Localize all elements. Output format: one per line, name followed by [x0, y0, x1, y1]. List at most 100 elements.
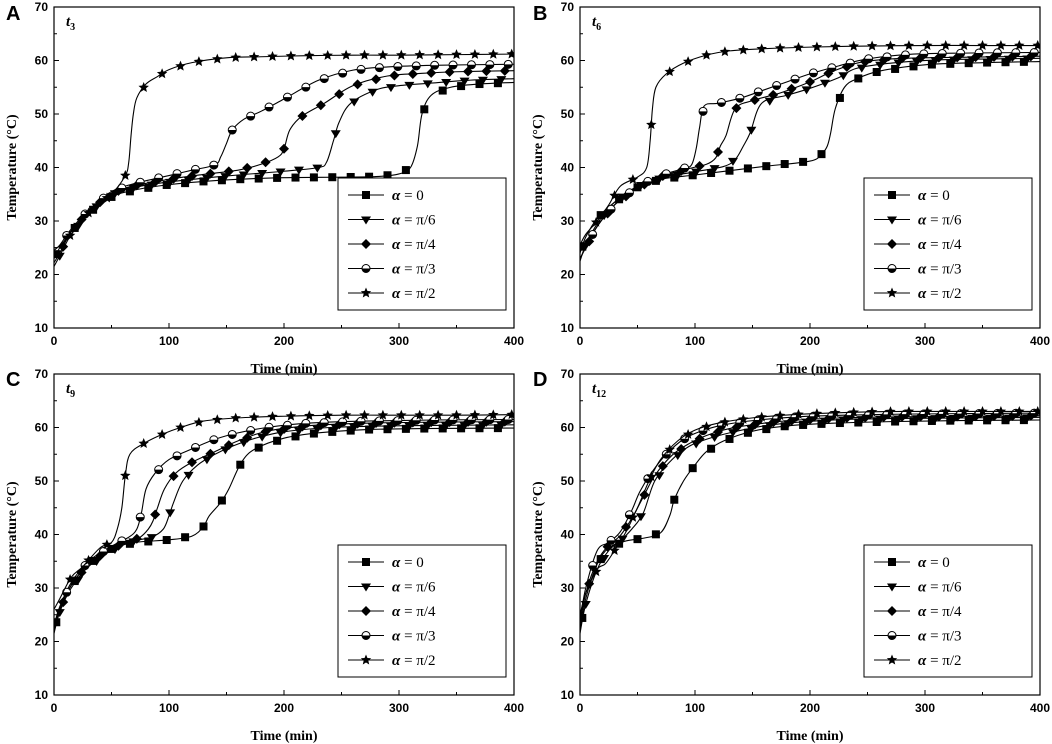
- panel-c-series-4-marker: [451, 409, 462, 420]
- panel-b-series-0-marker: [580, 242, 587, 251]
- panel-a-series-2-marker: [242, 162, 253, 173]
- panel-b-series-1-marker: [709, 165, 720, 174]
- panel-b-legend-marker-fill: [888, 268, 896, 273]
- panel-a-series-3-marker-fill: [209, 165, 218, 170]
- panel-a-legend-alpha: α: [392, 237, 401, 253]
- panel-d-ytick-label: 60: [561, 421, 575, 435]
- panel-b-series-3-marker: [808, 68, 818, 78]
- panel-c-series-0-marker: [291, 432, 300, 441]
- panel-c-series-4-marker: [64, 573, 76, 584]
- panel-a-legend: α = 0α = π/6α = π/4α = π/3α = π/2: [337, 177, 507, 311]
- panel-d-legend-alpha: α: [918, 555, 927, 571]
- panel-a-series-2-marker: [260, 157, 271, 168]
- panel-b-series-0-marker: [725, 166, 734, 175]
- panel-b-series-4-marker: [756, 43, 767, 54]
- panel-c-series-0-marker: [328, 427, 337, 436]
- panel-c-series-1-marker: [183, 471, 194, 480]
- panel-d-tag: t12: [592, 381, 606, 400]
- panel-b-series-0-marker: [983, 58, 992, 67]
- panel-c-series-0-marker: [438, 424, 447, 433]
- panel-d-series-4-marker: [774, 410, 786, 421]
- panel-b-series-3-marker: [1029, 48, 1039, 58]
- panel-c-series-3-marker-fill: [246, 430, 255, 435]
- panel-c-letter: C: [6, 369, 20, 391]
- panel-a-series-3-marker: [448, 60, 458, 70]
- panel-a-series-3-marker: [117, 183, 127, 193]
- panel-c-ytick-label: 40: [35, 528, 49, 542]
- panel-a-xtick-label: 100: [159, 334, 179, 348]
- panel-c-series-0-marker: [420, 424, 429, 433]
- panel-d-series-0-marker: [835, 419, 844, 428]
- panel-b-series-3-marker: [716, 97, 726, 107]
- panel-c-series-4-marker: [212, 414, 223, 425]
- panel-b-series-3-marker-fill: [901, 54, 910, 59]
- panel-c-ytick-label: 60: [35, 421, 49, 435]
- panel-a-legend-label: α = π/4: [392, 237, 436, 253]
- panel-b-series-2-marker: [786, 83, 797, 94]
- panel-c-ytick-label: 20: [35, 635, 49, 649]
- panel-c-legend-marker: [360, 654, 372, 665]
- panel-c-series-1-marker: [201, 456, 212, 465]
- panel-c-series-3-marker: [135, 512, 145, 522]
- panel-b-series-0-marker: [909, 62, 918, 71]
- panel-c-series-4-marker: [340, 409, 352, 420]
- panel-b-legend-alpha: α: [918, 213, 927, 229]
- panel-d-series-0-marker: [725, 434, 734, 443]
- panel-a-series-0-marker: [420, 105, 429, 114]
- panel-d-series-0-marker: [762, 425, 771, 434]
- panel-a-series-1-marker: [404, 81, 415, 90]
- panel-d-series-0-marker: [946, 416, 955, 425]
- panel-b-series-4-marker: [793, 42, 804, 52]
- panel-b-series-3-marker: [956, 48, 966, 58]
- panel-b-series-2-marker: [694, 161, 705, 172]
- panel-a-series-4-marker: [396, 49, 407, 60]
- panel-a-legend-alpha: α: [392, 213, 401, 229]
- panel-b-legend-marker: [887, 239, 897, 249]
- panel-c-series-3-marker: [356, 416, 366, 426]
- panel-c-legend-item-0: α = 0: [348, 555, 424, 571]
- panel-d-legend-label: α = π/6: [918, 580, 962, 596]
- panel-a-legend-value: = π/3: [400, 262, 435, 278]
- panel-a-series-0-marker: [475, 80, 484, 89]
- panel-d-series-0-marker: [670, 495, 679, 504]
- panel-d-legend-item-3: α = π/3: [874, 629, 962, 645]
- panel-d-series-0-marker: [780, 422, 789, 431]
- panel-b-series-4-marker: [609, 190, 620, 201]
- panel-c-series-0-marker: [144, 537, 153, 546]
- panel-a-series-0-marker: [401, 166, 410, 175]
- panel-b-series-4-marker: [719, 46, 731, 57]
- panel-a-series-3-marker: [319, 74, 329, 84]
- panel-b-legend: α = 0α = π/6α = π/4α = π/3α = π/2: [863, 177, 1033, 311]
- panel-b-legend-item-4: α = π/2: [874, 286, 962, 302]
- panel-c-xtick-label: 300: [389, 701, 409, 715]
- panel-a-legend-value: = 0: [400, 188, 423, 204]
- panel-a-legend-alpha: α: [392, 286, 401, 302]
- panel-a-series-1-marker: [275, 168, 286, 177]
- panel-b-series-0-marker: [707, 168, 716, 177]
- panel-c-series-3-marker: [338, 417, 348, 427]
- panel-d-series-0-marker: [854, 418, 863, 427]
- panel-b-tag-sub: 6: [596, 22, 601, 33]
- panel-d-series-4-marker: [940, 405, 951, 416]
- panel-a-legend-marker: [362, 191, 370, 199]
- panel-d-legend-item-4: α = π/2: [874, 653, 962, 669]
- panel-a-series-4-marker: [322, 49, 333, 60]
- panel-c-series-3-marker-fill: [449, 419, 458, 424]
- panel-b-series-3-marker: [1011, 48, 1021, 58]
- panel-d-series-4-line: [580, 410, 1040, 615]
- panel-a-series-3-marker-fill: [154, 177, 163, 182]
- panel-a-series-0-marker: [438, 86, 447, 95]
- panel-b-legend-alpha: α: [918, 237, 927, 253]
- panel-b-tag: t6: [592, 14, 601, 33]
- panel-a-series-3-marker-fill: [301, 87, 310, 92]
- panel-c-legend-alpha: α: [392, 629, 401, 645]
- panel-c-legend-marker: [361, 583, 371, 592]
- panel-a-series-0-marker: [346, 172, 355, 181]
- panel-d-legend-marker-fill: [888, 635, 896, 640]
- panel-a-series-0-marker: [254, 174, 263, 183]
- panel-b-series-4-marker: [590, 216, 602, 227]
- panel-c-series-0-marker: [365, 425, 374, 434]
- panel-d-series-3-marker-fill: [772, 418, 781, 423]
- panel-b-ytick-label: 50: [561, 107, 575, 121]
- panel-b-series-0-marker: [743, 164, 752, 173]
